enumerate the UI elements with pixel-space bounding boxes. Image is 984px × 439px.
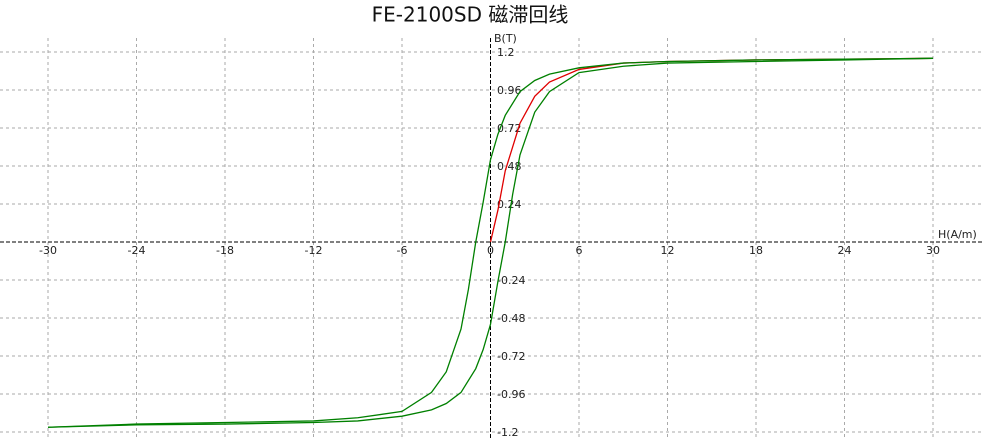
series-line xyxy=(47,57,934,428)
y-tick-label: -0.24 xyxy=(497,274,525,287)
x-tick-label: -30 xyxy=(39,244,57,257)
chart-title: FE-2100SD 磁滞回线 xyxy=(372,3,569,27)
x-tick-label: 18 xyxy=(749,244,763,257)
x-tick-label: 6 xyxy=(576,244,583,257)
x-tick-label: -24 xyxy=(128,244,146,257)
y-tick-label: -0.96 xyxy=(497,388,525,401)
y-tick-label: -0.72 xyxy=(497,350,525,363)
y-tick-label: -0.48 xyxy=(497,312,525,325)
series-line xyxy=(47,57,934,428)
x-axis-label: H(A/m) xyxy=(938,228,977,241)
y-tick-label: 0.24 xyxy=(497,198,522,211)
y-axis-label: B(T) xyxy=(494,32,517,45)
y-tick-label: 0.72 xyxy=(497,122,522,135)
y-tick-label: -1.2 xyxy=(497,426,518,439)
y-tick-label: 0.96 xyxy=(497,84,522,97)
x-tick-label: -6 xyxy=(397,244,408,257)
x-tick-label: 30 xyxy=(926,244,940,257)
x-tick-label: 24 xyxy=(838,244,852,257)
y-tick-label: 0.48 xyxy=(497,160,522,173)
x-tick-label: 12 xyxy=(661,244,675,257)
y-tick-label: 1.2 xyxy=(497,46,515,59)
x-tick-label: -18 xyxy=(216,244,234,257)
x-tick-label: -12 xyxy=(305,244,323,257)
